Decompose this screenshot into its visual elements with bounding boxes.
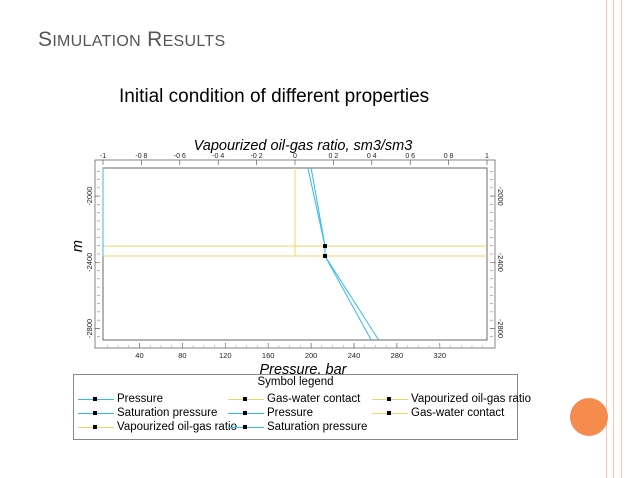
legend-swatch [226, 420, 266, 434]
y-axis-label: m [70, 240, 86, 252]
x-top-tick-label: 0 6 [405, 153, 415, 160]
y-right-tick-label: -2400 [496, 253, 505, 272]
x-bottom-tick-label: 40 [135, 351, 143, 360]
legend-swatch [226, 392, 266, 406]
x-top-tick-label: -0 2 [251, 153, 263, 160]
legend-item-label: Gas-water contact [267, 393, 361, 405]
x-top-tick-label: -0 8 [135, 153, 147, 160]
slide-edge-line [613, 0, 614, 478]
legend-swatch [370, 406, 410, 420]
x-bottom-tick-label: 240 [348, 351, 361, 360]
legend-item-label: Pressure [267, 407, 314, 419]
legend-title: Symbol legend [257, 376, 334, 388]
x-top-tick-label: -0 4 [212, 153, 224, 160]
y-left-tick-label: -2000 [85, 187, 94, 206]
chart-title: Vapourized oil-gas ratio, sm3/sm3 [194, 138, 413, 154]
x-top-tick-label: 0 [293, 153, 297, 160]
legend-swatch [76, 392, 116, 406]
legend-item-label: Vapourized oil-gas ratio [411, 393, 531, 405]
slide-title: SIMULATION RESULTS [38, 28, 225, 52]
series-line [310, 167, 380, 341]
legend-swatch [226, 406, 266, 420]
slide-subtitle: Initial condition of different propertie… [119, 86, 430, 107]
slide-edge-line [621, 0, 622, 478]
x-bottom-tick-label: 80 [178, 351, 186, 360]
x-top-tick-label: 0 4 [367, 153, 377, 160]
legend-item-label: Saturation pressure [267, 421, 368, 433]
y-left-tick-label: -2800 [85, 319, 94, 338]
x-top-tick-label: 0 2 [329, 153, 339, 160]
x-bottom-tick-label: 120 [219, 351, 232, 360]
x-top-tick-label: 1 [485, 153, 489, 160]
legend-item-label: Saturation pressure [117, 407, 218, 419]
y-right-tick-label: -2800 [496, 319, 505, 338]
x-top-tick-label: 0 8 [444, 153, 454, 160]
series-line [307, 167, 372, 341]
x-bottom-tick-label: 280 [391, 351, 404, 360]
legend-item-label: Gas-water contact [411, 407, 505, 419]
slide-title-text: SIMULATION RESULTS [38, 28, 226, 51]
data-point-marker [323, 244, 328, 249]
legend-item-label: Pressure [117, 393, 164, 405]
legend-swatch [76, 420, 116, 434]
x-bottom-tick-label: 200 [305, 351, 318, 360]
y-right-tick-label: -2000 [496, 187, 505, 206]
x-bottom-tick-label: 320 [434, 351, 447, 360]
x-top-tick-label: -1 [100, 153, 106, 160]
chart-legend: Symbol legend Pressure Saturation pressur… [73, 374, 531, 440]
x-top-tick-label: -0 6 [174, 153, 186, 160]
x-bottom-tick-label: 160 [262, 351, 275, 360]
decorative-circle [570, 398, 608, 436]
legend-item-label: Vapourized oil-gas ratio [117, 421, 237, 433]
y-left-tick-label: -2400 [85, 253, 94, 272]
legend-swatch [370, 392, 410, 406]
legend-swatch [76, 406, 116, 420]
data-point-marker [323, 253, 328, 258]
slide-edge-line [606, 0, 607, 478]
